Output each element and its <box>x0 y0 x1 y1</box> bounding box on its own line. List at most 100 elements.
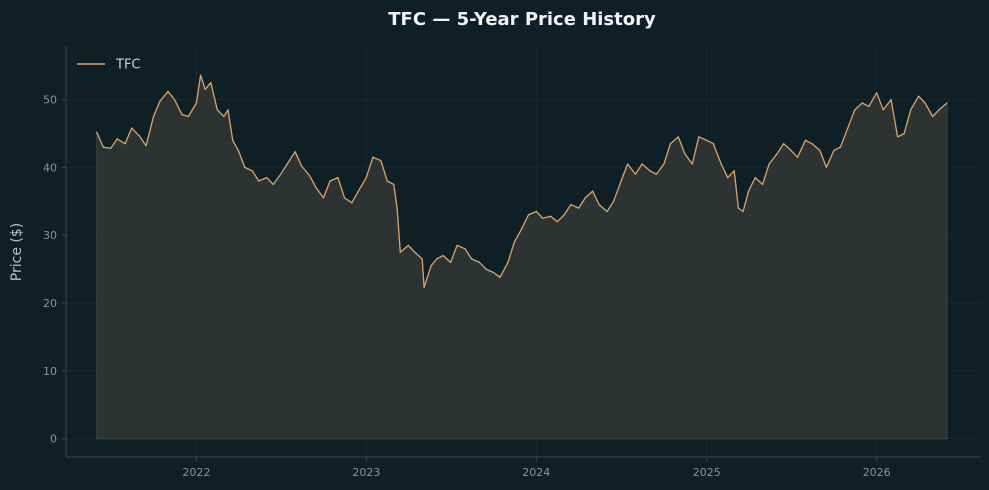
legend: TFC <box>77 58 141 73</box>
data-point <box>266 177 268 179</box>
data-point <box>442 255 444 257</box>
data-point <box>272 183 274 185</box>
data-point <box>301 165 303 167</box>
x-tick-label: 2023 <box>352 466 380 479</box>
data-point <box>450 261 452 263</box>
data-point <box>804 139 807 141</box>
data-point <box>876 92 878 94</box>
axes <box>65 46 981 458</box>
data-point <box>918 95 920 97</box>
data-point <box>606 210 608 213</box>
data-point <box>414 251 416 253</box>
data-point <box>847 126 849 128</box>
data-point <box>903 132 905 135</box>
data-point <box>825 166 828 168</box>
data-point <box>556 221 558 223</box>
data-point <box>783 143 785 145</box>
series-line <box>96 74 948 289</box>
data-point <box>187 115 190 118</box>
y-tick-label: 20 <box>43 297 57 310</box>
data-point <box>563 214 565 216</box>
data-point <box>102 146 104 148</box>
data-point <box>152 115 155 118</box>
x-ticks: 2022 2023 2024 2025 2026 <box>182 457 891 479</box>
data-point <box>116 138 118 140</box>
data-point <box>251 170 253 172</box>
data-point <box>839 146 842 148</box>
data-point <box>946 102 948 104</box>
x-tick-label: 2025 <box>693 466 721 479</box>
data-point <box>627 163 629 165</box>
data-point <box>932 115 934 118</box>
data-point <box>598 204 600 206</box>
data-point <box>727 177 729 179</box>
data-point <box>737 207 740 209</box>
data-point <box>861 102 863 104</box>
data-point <box>790 149 792 151</box>
data-point <box>733 170 735 172</box>
data-point <box>578 207 580 209</box>
data-point <box>329 180 331 182</box>
series-lines <box>96 74 948 289</box>
data-point <box>244 166 246 168</box>
data-point <box>492 271 495 274</box>
data-point <box>421 258 423 260</box>
data-point <box>286 163 288 165</box>
data-point <box>237 149 239 151</box>
data-point <box>550 215 552 217</box>
data-point <box>570 204 572 206</box>
data-point <box>507 261 509 263</box>
data-point <box>890 99 892 101</box>
data-point <box>223 115 225 118</box>
data-point <box>173 99 176 101</box>
data-point <box>280 173 282 175</box>
data-point <box>698 136 700 138</box>
data-point <box>854 109 856 111</box>
data-point <box>720 163 722 165</box>
data-point <box>669 143 672 145</box>
data-point <box>748 190 750 192</box>
data-point <box>649 170 651 172</box>
data-point <box>641 163 643 165</box>
data-point <box>456 244 458 246</box>
data-point <box>924 102 926 104</box>
data-point <box>357 190 359 192</box>
data-point <box>372 156 374 158</box>
y-tick-label: 50 <box>43 94 57 107</box>
data-point <box>145 145 147 147</box>
data-point <box>762 183 764 185</box>
data-point <box>897 136 899 138</box>
data-point <box>471 258 473 260</box>
data-point <box>868 105 870 107</box>
data-point <box>485 268 487 270</box>
data-point <box>742 210 744 213</box>
data-point <box>706 139 708 141</box>
data-point <box>691 163 693 165</box>
data-point <box>139 135 141 137</box>
data-point <box>464 248 466 250</box>
data-point <box>634 173 637 175</box>
data-point <box>294 151 296 153</box>
data-point <box>232 139 234 141</box>
data-point <box>181 113 183 116</box>
data-point <box>819 149 821 151</box>
data-point <box>592 190 594 192</box>
data-point <box>499 276 501 278</box>
data-point <box>542 217 544 219</box>
data-point <box>478 261 481 263</box>
data-point <box>365 177 367 179</box>
data-point <box>159 100 161 102</box>
y-axis-label: Price ($) <box>9 223 25 281</box>
data-point <box>521 227 523 229</box>
data-point <box>110 147 112 149</box>
x-tick-label: 2022 <box>182 466 210 479</box>
data-point <box>343 197 346 199</box>
data-point <box>677 136 679 138</box>
data-point <box>430 265 432 267</box>
data-point <box>393 183 395 185</box>
data-point <box>882 109 884 111</box>
legend-label: TFC <box>115 58 141 73</box>
chart-title: TFC — 5-Year Price History <box>388 9 656 30</box>
data-point <box>315 187 317 189</box>
